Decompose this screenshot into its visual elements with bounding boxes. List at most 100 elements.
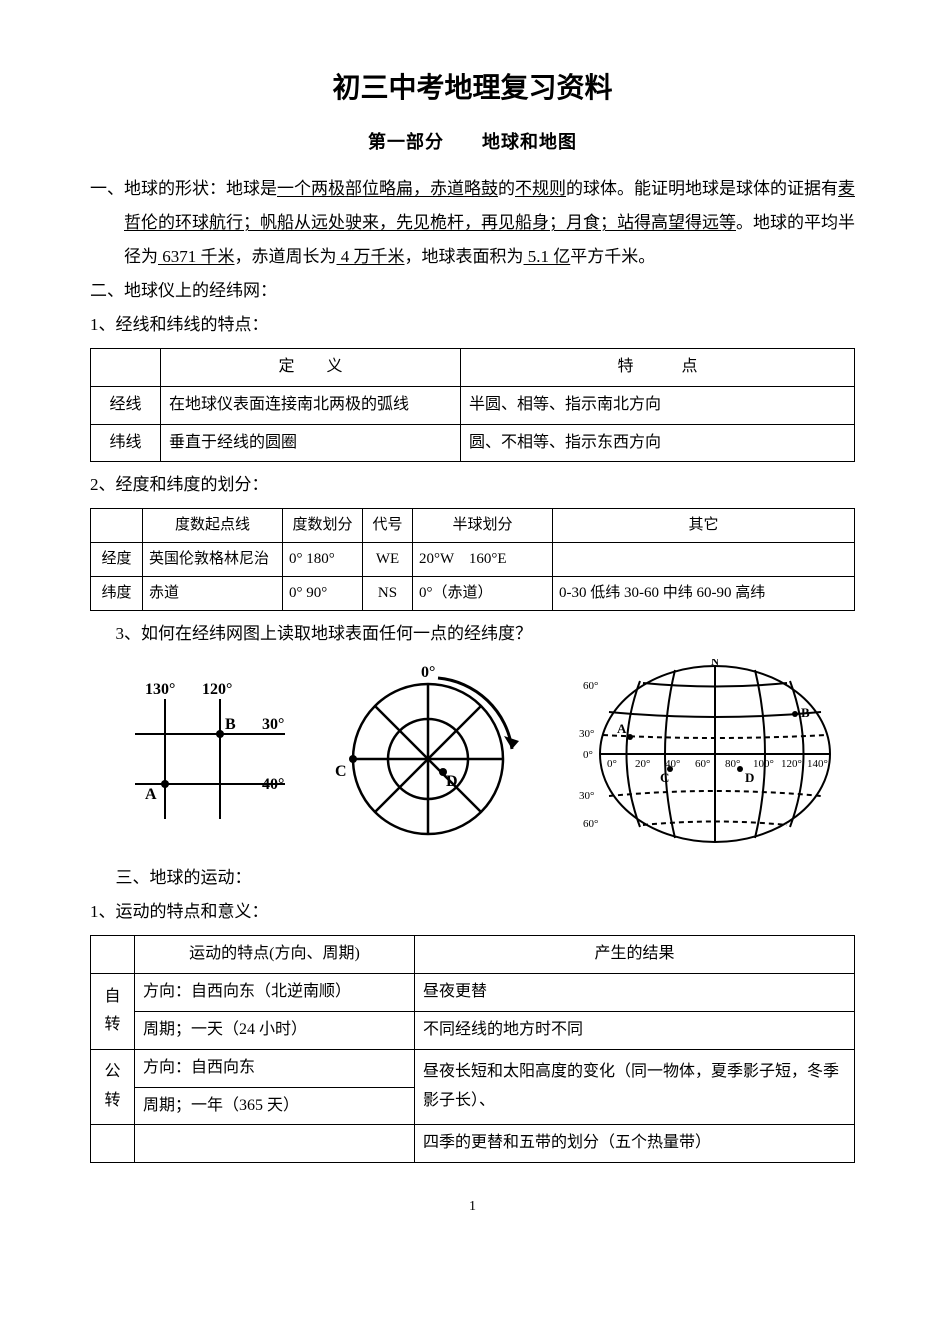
- underline: 一个两极部位略扁，赤道略鼓: [277, 179, 498, 198]
- table-meridian-parallel: 定 义 特 点 经线 在地球仪表面连接南北两极的弧线 半圆、相等、指示南北方向 …: [90, 348, 855, 462]
- grid-diagram: 130° 120° 30° 40° B A: [90, 674, 300, 834]
- row-label: 经度: [91, 543, 143, 577]
- cell: 昼夜更替: [415, 974, 855, 1012]
- sub-2-2: 2、经度和纬度的划分：: [90, 468, 855, 502]
- cell-empty: [91, 509, 143, 543]
- row-rotation: 自转 自转: [91, 974, 135, 1050]
- cell: 周期；一天（24 小时）: [135, 1011, 415, 1049]
- section-2-heading: 二、地球仪上的经纬网：: [90, 274, 855, 308]
- cell-empty: [135, 1125, 415, 1163]
- label-B: B: [225, 716, 236, 733]
- label-30s: 30°: [579, 790, 594, 802]
- table-row: 度数起点线 度数划分 代号 半球划分 其它: [91, 509, 855, 543]
- cell: 圆、不相等、指示东西方向: [461, 424, 855, 462]
- label-D: D: [745, 770, 754, 785]
- label-B: B: [801, 705, 810, 720]
- cell: 0°（赤道）: [413, 577, 553, 611]
- row-label: 纬线: [91, 424, 161, 462]
- table-earth-motion: 运动的特点(方向、周期) 产生的结果 自转 自转 方向：自西向东（北逆南顺） 昼…: [90, 935, 855, 1163]
- tick: 40°: [665, 758, 680, 770]
- text: 的球体。能证明地球是球体的证据有: [566, 179, 838, 198]
- cell: WE: [363, 543, 413, 577]
- text: 地球是: [226, 179, 277, 198]
- label-C: C: [660, 770, 669, 785]
- underline: 6371 千米: [158, 247, 235, 266]
- cell: 赤道: [143, 577, 283, 611]
- table-row: 纬度 赤道 0° 90° NS 0°（赤道） 0-30 低纬 30-60 中纬 …: [91, 577, 855, 611]
- tick: 0°: [607, 758, 617, 770]
- col-symbol: 代号: [363, 509, 413, 543]
- table-row: 经度 英国伦敦格林尼治 0° 180° WE 20°W 160°E: [91, 543, 855, 577]
- cell: 0-30 低纬 30-60 中纬 60-90 高纬: [553, 577, 855, 611]
- table-row: 周期；一天（24 小时） 不同经线的地方时不同: [91, 1011, 855, 1049]
- sub-2-3: 3、如何在经纬网图上读取地球表面任何一点的经纬度？: [90, 617, 855, 651]
- label-130: 130°: [145, 681, 175, 698]
- text: ，赤道周长为: [235, 247, 337, 266]
- arrow-icon: [504, 736, 519, 749]
- label-D: D: [446, 773, 458, 790]
- label-30: 30°: [262, 716, 284, 733]
- table-row: 经线 在地球仪表面连接南北两极的弧线 半圆、相等、指示南北方向: [91, 386, 855, 424]
- row-label: 经线: [91, 386, 161, 424]
- tick: 80°: [725, 758, 740, 770]
- page-number: 1: [90, 1193, 855, 1221]
- section-1: 一、地球的形状：地球是一个两极部位略扁，赤道略鼓的不规则的球体。能证明地球是球体…: [90, 172, 855, 274]
- document-title: 初三中考地理复习资料: [90, 60, 855, 116]
- label-revolution-text: 公转: [104, 1063, 120, 1109]
- col-range: 度数划分: [283, 509, 363, 543]
- tick: 140°: [807, 758, 828, 770]
- cell: 20°W 160°E: [413, 543, 553, 577]
- label-rotation-text: 自转: [104, 988, 120, 1034]
- col-result: 产生的结果: [415, 936, 855, 974]
- label-A: A: [617, 721, 627, 736]
- underline: 5.1 亿: [524, 247, 571, 266]
- label-120: 120°: [202, 681, 232, 698]
- subtitle-topic: 地球和地图: [482, 132, 577, 152]
- sub-3-1: 1、运动的特点和意义：: [90, 895, 855, 929]
- text: 平方千米。: [570, 247, 655, 266]
- section-3-heading: 三、地球的运动：: [90, 861, 855, 895]
- table-row: 运动的特点(方向、周期) 产生的结果: [91, 936, 855, 974]
- tick: 100°: [753, 758, 774, 770]
- table-longitude-latitude: 度数起点线 度数划分 代号 半球划分 其它 经度 英国伦敦格林尼治 0° 180…: [90, 508, 855, 611]
- row-label: 纬度: [91, 577, 143, 611]
- col-other: 其它: [553, 509, 855, 543]
- cell: 英国伦敦格林尼治: [143, 543, 283, 577]
- table-row: 定 义 特 点: [91, 349, 855, 387]
- label-C: C: [335, 763, 347, 780]
- underline: 不规则: [515, 179, 566, 198]
- cell-empty: [91, 936, 135, 974]
- document-subtitle: 第一部分 地球和地图: [90, 124, 855, 160]
- tick: 60°: [695, 758, 710, 770]
- col-feature: 特 点: [461, 349, 855, 387]
- cell: 昼夜长短和太阳高度的变化（同一物体，夏季影子短，冬季影子长）、: [415, 1049, 855, 1125]
- text: ，地球表面积为: [405, 247, 524, 266]
- label-0: 0°: [583, 749, 593, 761]
- underline: 4 万千米: [337, 247, 405, 266]
- section-1-label: 一、地球的形状：: [90, 179, 226, 198]
- cell-empty: [91, 349, 161, 387]
- cell-empty: [91, 1125, 135, 1163]
- label-A: A: [145, 786, 157, 803]
- tick: 120°: [781, 758, 802, 770]
- cell: 不同经线的地方时不同: [415, 1011, 855, 1049]
- cell: [553, 543, 855, 577]
- col-hemisphere: 半球划分: [413, 509, 553, 543]
- cell: 四季的更替和五带的划分（五个热量带）: [415, 1125, 855, 1163]
- polar-diagram: 0° C D: [318, 664, 548, 844]
- text: 的: [498, 179, 515, 198]
- cell: 0° 180°: [283, 543, 363, 577]
- tick: 20°: [635, 758, 650, 770]
- label-N: N: [711, 659, 719, 668]
- cell: NS: [363, 577, 413, 611]
- cell: 在地球仪表面连接南北两极的弧线: [161, 386, 461, 424]
- cell: 垂直于经线的圆圈: [161, 424, 461, 462]
- globe-diagram: N 60° 30° 0° 30° 60° 0° 20° 40° 60° 80° …: [565, 659, 855, 849]
- diagram-row: 130° 120° 30° 40° B A 0° C D: [90, 659, 855, 849]
- cell: 半圆、相等、指示南北方向: [461, 386, 855, 424]
- label-40: 40°: [262, 776, 284, 793]
- col-motion-feature: 运动的特点(方向、周期): [135, 936, 415, 974]
- table-row: 公转 方向：自西向东 昼夜长短和太阳高度的变化（同一物体，夏季影子短，冬季影子长…: [91, 1049, 855, 1087]
- cell: 方向：自西向东（北逆南顺）: [135, 974, 415, 1012]
- subtitle-part: 第一部分: [368, 132, 444, 152]
